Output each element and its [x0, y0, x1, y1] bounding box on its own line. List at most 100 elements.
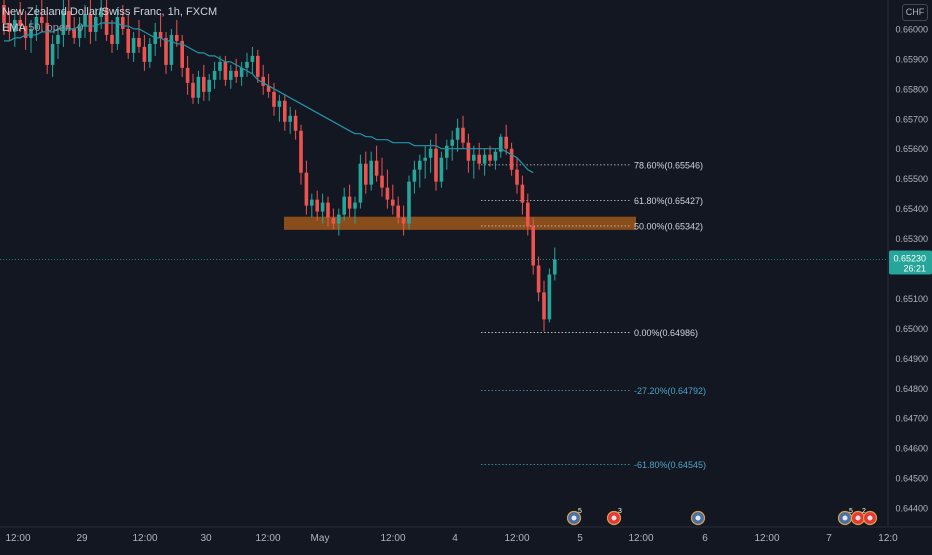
- event-flag-icon: [611, 515, 617, 521]
- candle-body: [18, 19, 22, 26]
- candle-body: [472, 154, 476, 161]
- price-tick-label: 0.64900: [895, 354, 928, 364]
- event-markers-layer[interactable]: 5 3 5 2: [566, 508, 878, 526]
- currency-button[interactable]: CHF: [902, 4, 928, 21]
- candle: [477, 142, 481, 170]
- candle: [542, 280, 546, 332]
- time-axis[interactable]: 12:00 29 12:00 30 12:00 May 12:00 4 12:00 5 12:00 6…: [0, 526, 932, 544]
- candle-body: [256, 55, 260, 77]
- candle-body: [536, 265, 541, 293]
- price-tag-bg: [889, 250, 932, 275]
- candle-body: [185, 67, 190, 83]
- candle: [196, 70, 201, 104]
- candle-body: [277, 100, 282, 107]
- candle-body: [126, 28, 130, 53]
- fib-label: 61.80%(0.65427): [634, 196, 703, 206]
- candle: [115, 7, 120, 50]
- event-flag-icon: [695, 515, 701, 521]
- candle-body: [455, 127, 460, 140]
- candle: [126, 13, 130, 59]
- candles-layer: [2, 0, 557, 332]
- candle: [342, 187, 346, 221]
- candle-body: [196, 76, 201, 98]
- candle-body: [29, 28, 33, 38]
- indicator-row[interactable]: EMA 50, open, 0: [2, 20, 217, 36]
- candle-body: [428, 148, 433, 158]
- candle: [110, 19, 114, 53]
- candle: [40, 0, 44, 32]
- candle-body: [412, 169, 417, 182]
- candle: [88, 0, 93, 44]
- time-tick-label: 29: [76, 533, 88, 544]
- candle-body: [245, 61, 249, 68]
- candle-body: [401, 217, 406, 224]
- time-tick-label: 5: [577, 533, 583, 544]
- event-marker-count: 5: [849, 508, 853, 515]
- candle-body: [439, 157, 444, 182]
- candle: [499, 133, 503, 158]
- chart-legend: New Zealand Dollar/Swiss Franc, 1h, FXCM…: [2, 4, 217, 36]
- candle-body: [547, 274, 552, 320]
- candle-body: [445, 145, 449, 158]
- candle-body: [542, 292, 546, 320]
- candle-body: [121, 16, 125, 29]
- candle: [218, 55, 222, 80]
- candle: [121, 4, 125, 35]
- indicator-name[interactable]: EMA: [2, 22, 26, 34]
- candle: [229, 64, 233, 89]
- candle-body: [337, 214, 341, 224]
- candle-body: [515, 169, 519, 185]
- candle-body: [56, 34, 60, 44]
- candle: [7, 10, 12, 41]
- fib-label: 78.60%(0.65546): [634, 160, 703, 170]
- candle-body: [83, 13, 87, 26]
- candle-body: [250, 55, 255, 62]
- event-marker[interactable]: [690, 510, 706, 526]
- candle: [450, 130, 454, 161]
- candle: [407, 175, 411, 230]
- candle: [428, 139, 433, 173]
- candle-body: [142, 46, 147, 62]
- indicator-params: 50, open, 0: [28, 22, 84, 34]
- candle-body: [169, 34, 174, 65]
- symbol-row[interactable]: New Zealand Dollar/Swiss Franc, 1h, FXCM: [2, 4, 217, 20]
- event-marker-count: 5: [578, 508, 582, 515]
- candle: [466, 133, 471, 173]
- candle: [13, 13, 17, 47]
- candle: [29, 19, 33, 53]
- candle: [337, 208, 341, 236]
- candle-body: [88, 13, 93, 32]
- price-tick-label: 0.65100: [895, 294, 928, 304]
- candle-body: [61, 10, 66, 35]
- event-marker[interactable]: 3: [606, 508, 623, 526]
- candle-body: [94, 16, 98, 32]
- candle-body: [266, 85, 271, 92]
- candle-body: [299, 130, 303, 173]
- candle: [67, 0, 71, 35]
- candle: [207, 73, 211, 101]
- candle-body: [509, 148, 514, 170]
- candle: [223, 55, 228, 86]
- candle-body: [131, 37, 136, 53]
- event-marker[interactable]: 5: [566, 508, 583, 526]
- time-tick-label: 7: [826, 533, 832, 544]
- event-flag-icon: [842, 515, 848, 521]
- price-tick-label: 0.64400: [895, 504, 928, 514]
- candle: [412, 160, 417, 194]
- symbol-title[interactable]: New Zealand Dollar/Swiss Franc, 1h, FXCM: [2, 6, 218, 18]
- candle: [423, 145, 427, 179]
- event-flag-icon: [867, 515, 873, 521]
- candle: [385, 169, 390, 209]
- price-tick-label: 0.64800: [895, 384, 928, 394]
- candle-body: [304, 172, 309, 206]
- event-marker[interactable]: 5: [837, 508, 854, 526]
- candle-body: [104, 7, 109, 35]
- candle: [320, 193, 325, 224]
- candle-body: [391, 199, 395, 206]
- candle: [94, 7, 98, 41]
- event-marker[interactable]: [862, 510, 878, 526]
- candle-body: [239, 67, 244, 77]
- fib-label: -61.80%(0.64545): [634, 460, 706, 470]
